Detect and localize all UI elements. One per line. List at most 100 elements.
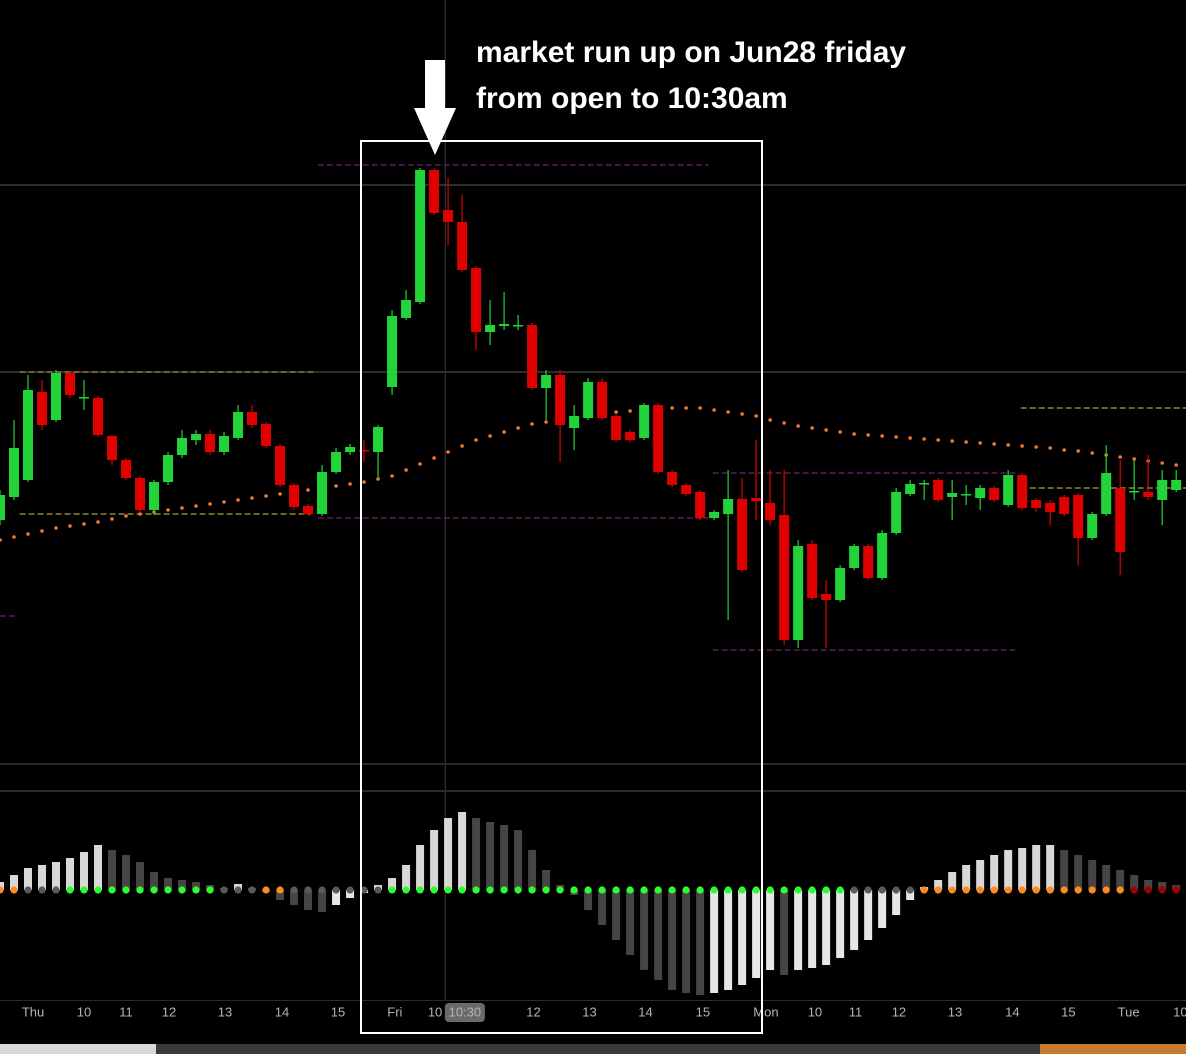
ma-dot [250,496,254,500]
histogram-bar [724,890,733,990]
x-tick-label: 11 [849,1004,863,1019]
squeeze-dot [892,886,900,894]
candle-body [443,210,454,222]
ma-dot [936,438,940,442]
histogram-bar [780,890,789,975]
squeeze-dot [164,886,172,894]
histogram-bar [976,860,985,890]
ma-dot [1020,444,1024,448]
ma-dot [502,430,506,434]
candle-body [191,434,202,440]
ma-dot [348,482,352,486]
candle-body [779,515,790,640]
candle-body [23,390,34,480]
squeeze-dot [850,886,858,894]
histogram-bar [178,880,187,890]
candle-body [1157,480,1168,500]
squeeze-dot [724,886,732,894]
squeeze-dot [794,886,802,894]
x-tick-label: 15 [1061,1004,1075,1019]
histogram-bar [542,870,551,890]
squeeze-dot [1158,886,1166,894]
squeeze-dot [234,886,242,894]
histogram-bar [472,818,481,890]
squeeze-dot [514,886,522,894]
ma-dot [306,488,310,492]
x-tick-label: Tue [1118,1004,1140,1019]
squeeze-dot [528,886,536,894]
ma-dot [180,506,184,510]
x-tick-label: 10 [1173,1004,1186,1019]
candle-body [947,493,958,497]
candle-body [821,594,832,600]
x-tick-label: 11 [119,1004,133,1019]
histogram-bar [696,890,705,995]
ma-dot [376,477,380,481]
x-tick-label: 14 [1005,1004,1019,1019]
ma-dot [124,514,128,518]
histogram-bar [738,890,747,985]
candle-body [51,373,62,420]
ma-dot [138,512,142,516]
squeeze-dot [822,886,830,894]
ma-dot [614,410,618,414]
candle-body [289,485,300,507]
candle-body [219,436,230,452]
ma-dot [488,434,492,438]
candle-body [1059,497,1070,514]
histogram-bar [990,855,999,890]
scrollbar-right [1040,1044,1186,1054]
scrollbar-track[interactable] [156,1044,1040,1054]
squeeze-dot [332,886,340,894]
x-tick-label: 13 [948,1004,962,1019]
x-tick-label: 15 [331,1004,345,1019]
candle-body [177,438,188,455]
histogram-bar [80,852,89,890]
x-tick-label: 10 [77,1004,91,1019]
histogram-bar [0,882,4,890]
ma-dot [838,430,842,434]
ma-dot [1160,461,1164,465]
histogram-bar [1102,865,1111,890]
squeeze-dot [962,886,970,894]
arrow-shaft [425,60,445,110]
histogram-bar [584,890,593,910]
histogram-bar [52,862,61,890]
candle-body [261,424,272,446]
histogram-bar [794,890,803,970]
histogram-bar [1060,850,1069,890]
squeeze-dot [1004,886,1012,894]
ma-dot [670,406,674,410]
candle-body [1143,492,1154,497]
squeeze-dot [696,886,704,894]
ma-dot [1174,463,1178,467]
x-tick-label: 13 [218,1004,232,1019]
candle-body [373,427,384,452]
candle-body [849,546,860,568]
candle-body [597,382,608,418]
squeeze-dot [682,886,690,894]
squeeze-dot [94,886,102,894]
histogram-bar [388,878,397,890]
candle-body [653,405,664,472]
ma-dot [82,522,86,526]
candle-body [1003,475,1014,505]
candle-body [625,432,636,440]
squeeze-dot [178,886,186,894]
squeeze-dot [836,886,844,894]
ma-dot [894,435,898,439]
histogram-bar [878,890,887,928]
candle-body [135,478,146,510]
squeeze-dot [710,886,718,894]
histogram-bar [906,890,915,900]
ma-dot [222,500,226,504]
candle-body [149,482,160,510]
candle-body [205,434,216,452]
candle-body [527,325,538,388]
squeeze-dot [248,886,256,894]
price-pane [0,0,1186,1000]
histogram-bar [892,890,901,915]
squeeze-dot [864,886,872,894]
candle-body [513,325,524,327]
